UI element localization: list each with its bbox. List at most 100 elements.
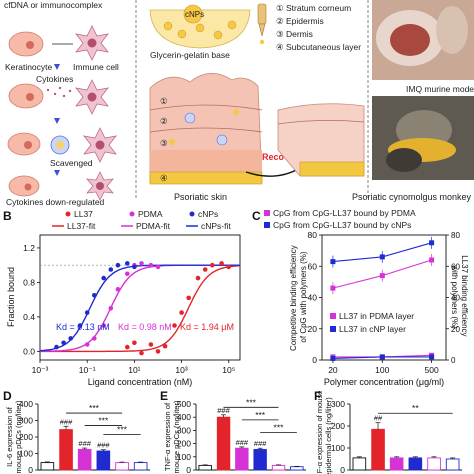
y-tick-label-c-2: 40 bbox=[308, 293, 318, 303]
legend-c-top: CpG from CpG-LL37 bound by PDMA CpG from… bbox=[264, 208, 416, 230]
y-axis-label-e-line2: mouse pDCs (ng/liter) bbox=[172, 400, 181, 473]
legend-b-pdma: PDMA bbox=[138, 209, 163, 219]
point-ll37-5 bbox=[162, 343, 168, 349]
y2-axis-label-c-line2: with polymers (%) bbox=[450, 264, 459, 329]
x-ticks-b: 10⁻³ 10⁻¹ 10¹ 10³ 10⁵ bbox=[32, 360, 235, 375]
x-tick-label-b-2: 10¹ bbox=[128, 365, 140, 375]
bar-f-4 bbox=[427, 457, 441, 471]
point-pdma-4 bbox=[115, 287, 121, 292]
keratinocyte-label: Keratinocyte bbox=[5, 62, 53, 72]
x-tick-label-b-3: 10³ bbox=[175, 365, 187, 375]
series-lines-c bbox=[330, 236, 435, 361]
point-ll37-0 bbox=[125, 344, 130, 350]
legend-c-cnps: CpG from CpG-LL37 bound by cNPs bbox=[273, 220, 411, 230]
point-c-3-0 bbox=[330, 355, 336, 361]
bar-d-2 bbox=[77, 448, 92, 471]
y-axis-label-d-line1: IL-6 expression of bbox=[5, 406, 14, 467]
x-tick-label-b-0: 10⁻³ bbox=[32, 365, 49, 375]
recovery-label: Recovery bbox=[262, 152, 303, 162]
glycerin-base-label: Glycerin-gelatin base bbox=[150, 50, 230, 60]
layer-label-3: ③ Dermis bbox=[276, 29, 313, 39]
point-pdma-7 bbox=[139, 261, 144, 266]
down-arrow-0 bbox=[54, 64, 60, 70]
fit-curve-cnps bbox=[40, 264, 240, 352]
y-tick-label-f-1: 100 bbox=[331, 443, 345, 453]
cnp-particles bbox=[163, 20, 237, 40]
point-cnps-2 bbox=[68, 336, 73, 341]
panel-e: E 0 100 200 300 400 500 ### ### ### *** *** *** TNF-… bbox=[160, 389, 306, 474]
x-tick-label-c-2: 500 bbox=[425, 365, 439, 375]
point-ll37-13 bbox=[226, 264, 231, 270]
point-ll37-3 bbox=[148, 342, 154, 347]
keratinocyte-nucleus-2 bbox=[26, 93, 34, 101]
healthy-skin-block bbox=[277, 103, 365, 177]
x-tick-label-b-1: 10⁻¹ bbox=[79, 365, 96, 375]
point-ll37-9 bbox=[195, 275, 201, 281]
y2-axis-label-c: LL37 binding efficiency with polymers (%… bbox=[450, 255, 469, 338]
psoriatic-skin-block bbox=[149, 73, 263, 185]
x-axis-label-c: Polymer concentration (μg/ml) bbox=[324, 377, 444, 387]
y-axis-label-f-line1: TNF-α expression of mouse bbox=[315, 391, 324, 474]
point-cnps-7 bbox=[108, 267, 114, 272]
y-tick-label-e-0: 0 bbox=[186, 465, 191, 474]
panel-label-d: D bbox=[3, 389, 12, 403]
y-axis-label-b: Fraction bound bbox=[6, 267, 16, 327]
keratinocyte-nucleus-3 bbox=[24, 141, 32, 149]
panel-label-e: E bbox=[160, 389, 168, 403]
y-tick-label-c-1: 20 bbox=[308, 324, 318, 334]
y2-axis-label-c-line1: LL37 binding efficiency bbox=[460, 255, 469, 336]
y-axis-label-f-line2: epidermal cells (ng/liter) bbox=[324, 397, 333, 474]
keratinocyte-nucleus bbox=[26, 41, 34, 49]
sig-label-e-0: *** bbox=[246, 397, 257, 407]
bar-f-2 bbox=[389, 457, 404, 471]
point-pdma-1 bbox=[92, 336, 97, 341]
skin-number-4: ④ bbox=[160, 173, 168, 183]
point-ll37-1 bbox=[132, 340, 137, 346]
x-tick-label-b-4: 10⁵ bbox=[222, 365, 235, 375]
point-ll37-10 bbox=[202, 267, 208, 272]
down-arrow-1 bbox=[54, 118, 60, 124]
x-ticks-c: 20 100 500 bbox=[328, 360, 439, 375]
fit-curves-b bbox=[40, 264, 240, 353]
y2-tick-label-c-2: 40 bbox=[451, 294, 460, 303]
y-axis-label-d-line2: mouse pDCs (ng/liter) bbox=[14, 400, 23, 473]
imq-model-label: IMQ murine model bbox=[406, 84, 474, 94]
sig-label-d-0: *** bbox=[89, 403, 100, 413]
point-pdma-5 bbox=[125, 271, 130, 277]
y-tick-label-d-0: 0 bbox=[28, 465, 33, 474]
point-c-1-0 bbox=[330, 259, 336, 265]
mark-e-3: ### bbox=[254, 439, 267, 448]
sig-label-e-2: *** bbox=[274, 422, 285, 432]
sig-label-f-0: ** bbox=[412, 403, 419, 413]
mark-f-1: ## bbox=[374, 414, 383, 423]
bar-e-2 bbox=[235, 447, 249, 471]
keratinocyte-cell-4 bbox=[8, 175, 40, 197]
y-tick-label-c-0: 0 bbox=[312, 355, 317, 365]
panel-f: F 0 100 200 300 ## ** TNF-α expression of mous… bbox=[314, 389, 462, 474]
bar-e-4 bbox=[271, 464, 286, 471]
mark-e-2: ### bbox=[236, 438, 249, 447]
plot-frame-c bbox=[321, 234, 447, 361]
bar-e-0 bbox=[198, 464, 212, 471]
point-c-0-0 bbox=[330, 285, 336, 291]
y-tick-label-e-3: 300 bbox=[177, 425, 191, 435]
bar-f-0 bbox=[352, 457, 367, 471]
bar-f-1 bbox=[371, 428, 385, 471]
bar-e-5 bbox=[290, 466, 304, 471]
point-c-1-1 bbox=[379, 254, 385, 260]
y-tick-label-d-1: 100 bbox=[19, 449, 33, 459]
y-axis-label-c-line1: Competitive binding efficiency bbox=[289, 245, 298, 351]
y-tick-label-d-3: 300 bbox=[19, 416, 33, 426]
y-tick-label-c-3: 60 bbox=[308, 261, 318, 271]
point-ll37-8 bbox=[186, 295, 191, 301]
cytokines-label: Cytokines bbox=[36, 74, 73, 84]
y-tick-label-e-5: 500 bbox=[177, 399, 191, 409]
y-tick-label-b-2: 0.8 bbox=[23, 277, 35, 287]
imq-murine-photo bbox=[372, 0, 474, 80]
point-pdma-2 bbox=[101, 323, 106, 328]
immune-cell-label: Immune cell bbox=[73, 62, 119, 72]
legend-b-cnps: cNPs bbox=[198, 209, 218, 219]
mark-d-3: ### bbox=[97, 441, 110, 450]
legend-c-ll37-pdma: LL37 in PDMA layer bbox=[339, 311, 414, 321]
bar-f-3 bbox=[408, 457, 423, 471]
